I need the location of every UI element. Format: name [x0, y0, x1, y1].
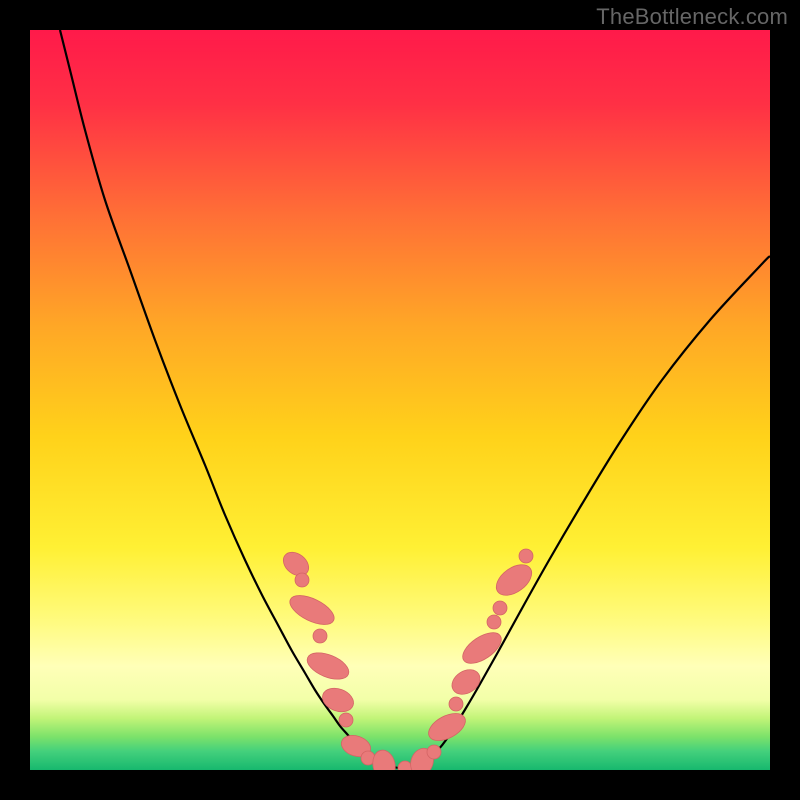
- marker-14: [449, 697, 463, 711]
- watermark-text: TheBottleneck.com: [596, 4, 788, 30]
- marker-3: [313, 629, 327, 643]
- chart-root: TheBottleneck.com: [0, 0, 800, 800]
- marker-20: [519, 549, 533, 563]
- marker-6: [339, 713, 353, 727]
- marker-18: [493, 601, 507, 615]
- marker-17: [487, 615, 501, 629]
- marker-12: [427, 745, 441, 759]
- chart-svg: [0, 0, 800, 800]
- plot-background: [30, 30, 770, 770]
- marker-1: [295, 573, 309, 587]
